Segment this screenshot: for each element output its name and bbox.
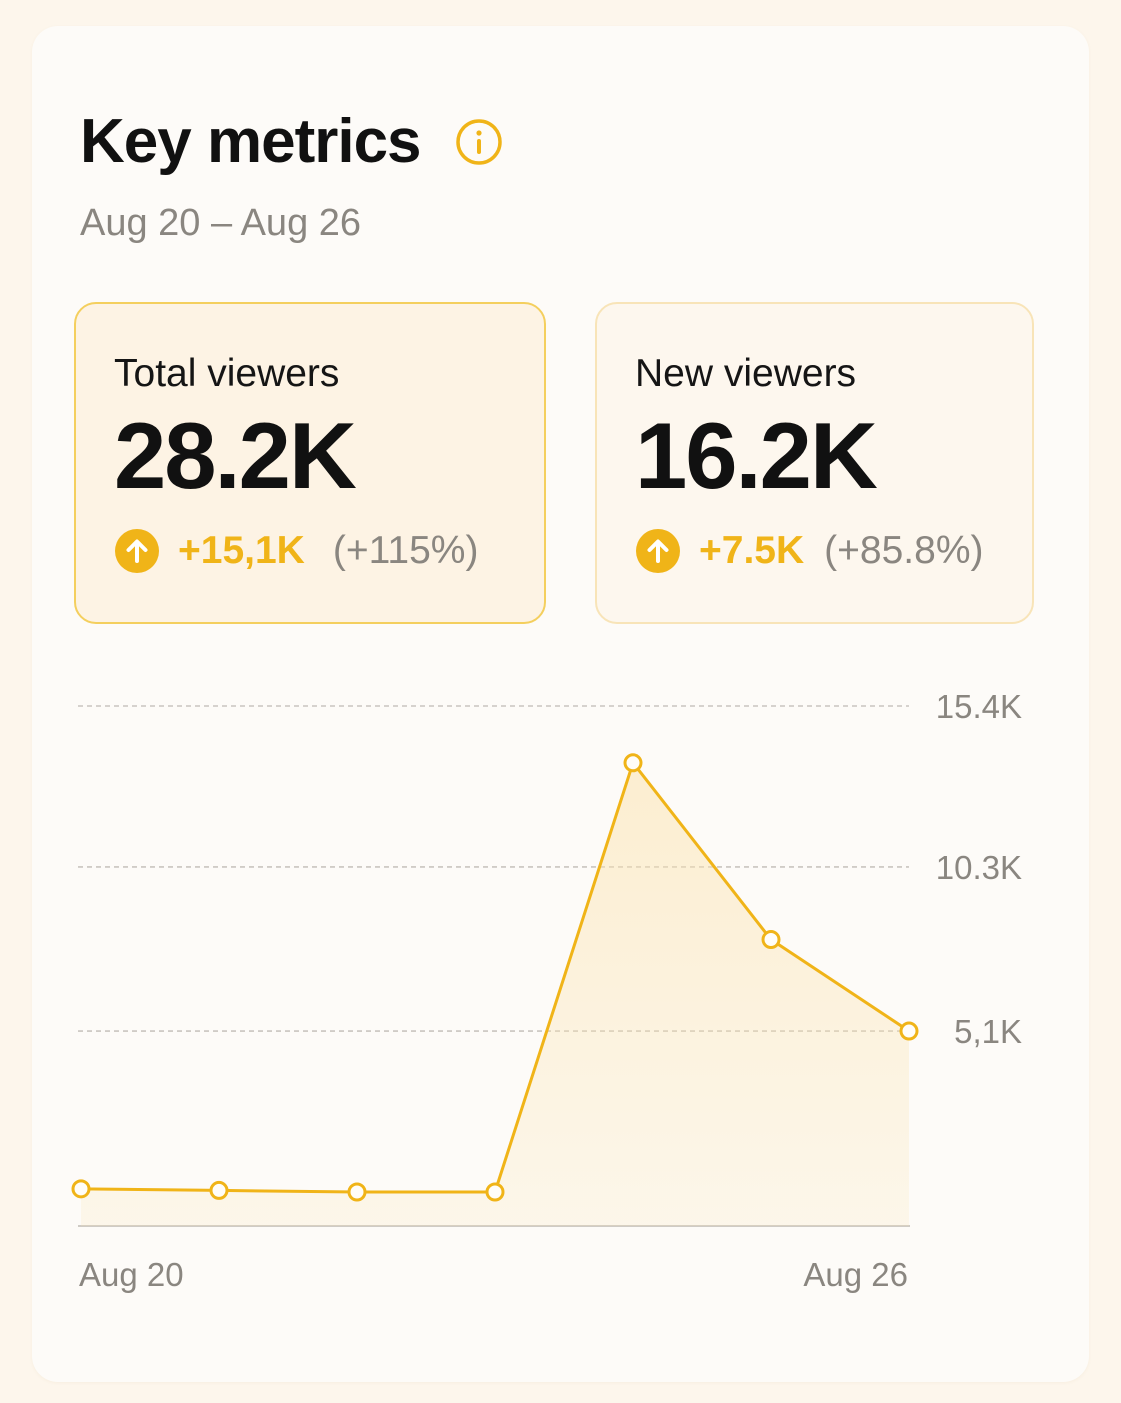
x-tick-label: Aug 20 — [79, 1256, 184, 1293]
y-tick-label: 5,1K — [954, 1013, 1022, 1050]
series-area — [81, 762, 909, 1226]
data-point — [485, 1182, 505, 1202]
data-point — [209, 1180, 229, 1200]
metric-delta: +7.5K (+85.8%) — [635, 528, 1032, 574]
delta-percent: (+85.8%) — [824, 529, 984, 572]
metric-label: New viewers — [635, 352, 857, 395]
y-tick-label: 15.4K — [936, 688, 1022, 725]
metric-card-new-viewers[interactable]: New viewers 16.2K +7.5K (+85.8%) — [595, 302, 1034, 624]
arrow-up-icon — [635, 528, 681, 574]
info-icon[interactable] — [455, 118, 503, 166]
title-row: Key metrics — [80, 104, 503, 180]
date-range: Aug 20 – Aug 26 — [80, 202, 362, 244]
delta-percent: (+115%) — [332, 529, 479, 572]
metric-card-total-viewers[interactable]: Total viewers 28.2K +15,1K (+115%) — [74, 302, 546, 624]
metric-value: 28.2K — [114, 403, 357, 508]
arrow-up-icon — [114, 528, 160, 574]
data-point — [71, 1179, 91, 1199]
delta-value: +15,1K — [178, 529, 305, 572]
data-point — [347, 1182, 367, 1202]
delta-value: +7.5K — [699, 529, 805, 572]
data-point — [761, 930, 781, 950]
x-tick-label: Aug 26 — [803, 1256, 908, 1293]
page-title: Key metrics — [80, 107, 422, 176]
data-point — [623, 753, 643, 773]
y-tick-label: 10.3K — [936, 849, 1022, 886]
data-point — [899, 1021, 919, 1041]
metric-value: 16.2K — [635, 403, 878, 508]
metric-label: Total viewers — [114, 352, 340, 395]
metric-delta: +15,1K (+115%) — [114, 528, 544, 574]
